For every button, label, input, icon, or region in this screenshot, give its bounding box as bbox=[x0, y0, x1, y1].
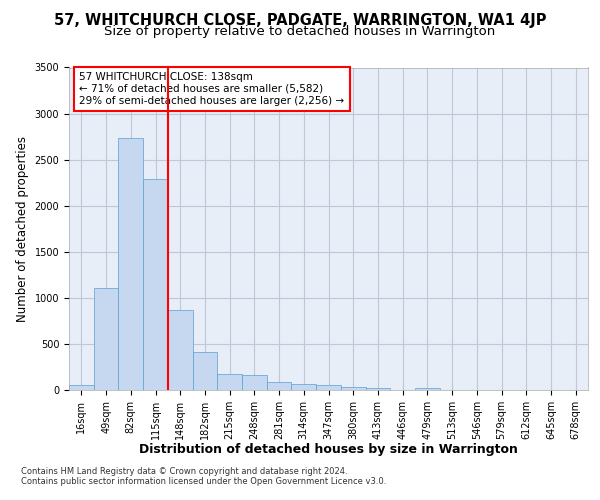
Bar bbox=[217, 374, 242, 390]
Bar bbox=[415, 388, 440, 390]
Bar bbox=[316, 386, 341, 390]
Bar bbox=[69, 385, 94, 390]
Bar bbox=[94, 288, 118, 390]
Y-axis label: Number of detached properties: Number of detached properties bbox=[16, 136, 29, 322]
Text: Contains HM Land Registry data © Crown copyright and database right 2024.: Contains HM Land Registry data © Crown c… bbox=[21, 467, 347, 476]
Text: 57, WHITCHURCH CLOSE, PADGATE, WARRINGTON, WA1 4JP: 57, WHITCHURCH CLOSE, PADGATE, WARRINGTO… bbox=[54, 12, 546, 28]
Bar bbox=[143, 180, 168, 390]
Bar bbox=[341, 387, 365, 390]
Text: Distribution of detached houses by size in Warrington: Distribution of detached houses by size … bbox=[139, 442, 518, 456]
Bar bbox=[365, 388, 390, 390]
Bar bbox=[118, 138, 143, 390]
Bar bbox=[168, 310, 193, 390]
Bar bbox=[292, 384, 316, 390]
Text: Size of property relative to detached houses in Warrington: Size of property relative to detached ho… bbox=[104, 25, 496, 38]
Text: 57 WHITCHURCH CLOSE: 138sqm
← 71% of detached houses are smaller (5,582)
29% of : 57 WHITCHURCH CLOSE: 138sqm ← 71% of det… bbox=[79, 72, 344, 106]
Bar bbox=[242, 375, 267, 390]
Bar bbox=[267, 382, 292, 390]
Text: Contains public sector information licensed under the Open Government Licence v3: Contains public sector information licen… bbox=[21, 477, 386, 486]
Bar bbox=[193, 352, 217, 390]
